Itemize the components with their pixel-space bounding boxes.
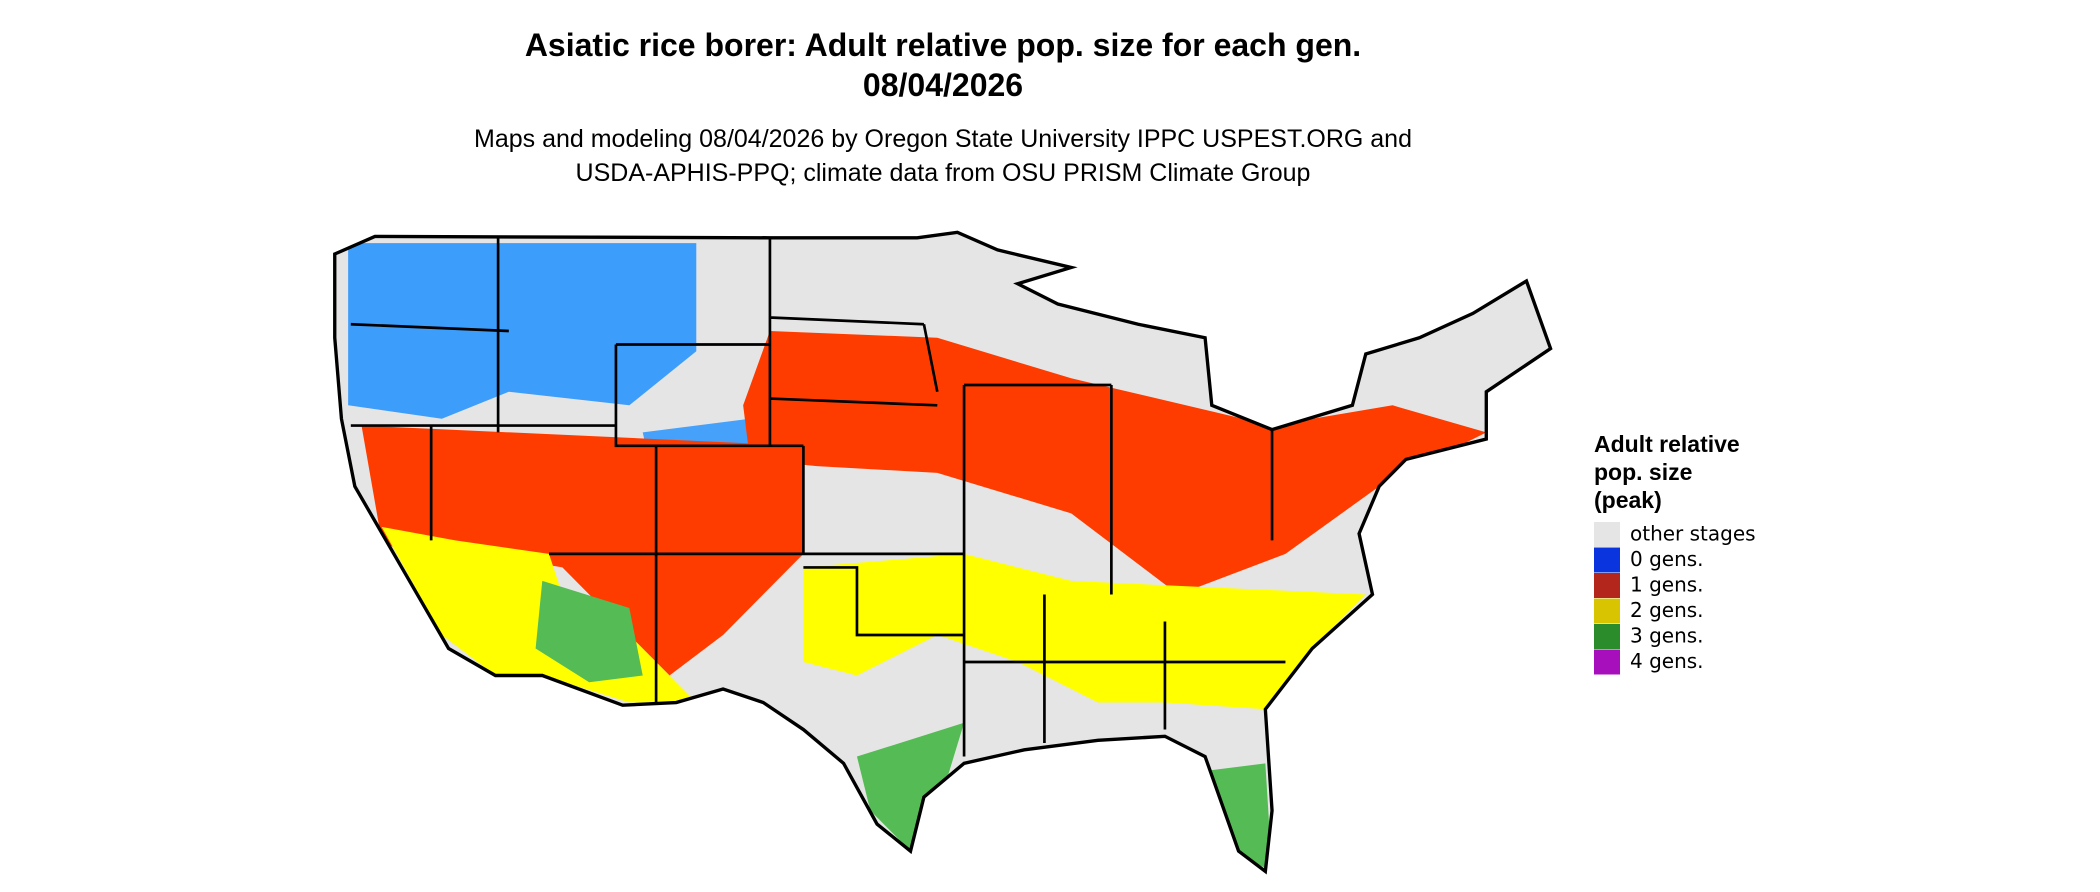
legend-label: 1 gens. <box>1630 573 1704 597</box>
legend-swatch <box>1594 598 1620 624</box>
legend-swatch <box>1594 522 1620 547</box>
legend-swatch <box>1594 573 1620 598</box>
title: Asiatic rice borer: Adult relative pop. … <box>525 27 1361 63</box>
subtitle: Maps and modeling 08/04/2026 by Oregon S… <box>474 125 1412 153</box>
subtitle: USDA-APHIS-PPQ; climate data from OSU PR… <box>576 159 1311 187</box>
legend-label: 2 gens. <box>1630 598 1704 622</box>
legend-label: 4 gens. <box>1630 649 1704 673</box>
legend-label: 3 gens. <box>1630 624 1704 648</box>
date: 08/04/2026 <box>863 67 1023 103</box>
legend-swatch <box>1594 649 1620 675</box>
legend-label: 0 gens. <box>1630 547 1704 571</box>
map <box>333 230 1553 874</box>
legend-swatch <box>1594 547 1620 573</box>
legend-title: (peak) <box>1594 487 1662 513</box>
legend-title: pop. size <box>1594 459 1692 485</box>
legend-label: other stages <box>1630 522 1756 546</box>
legend-swatch <box>1594 624 1620 649</box>
legend-title: Adult relative <box>1594 431 1740 457</box>
